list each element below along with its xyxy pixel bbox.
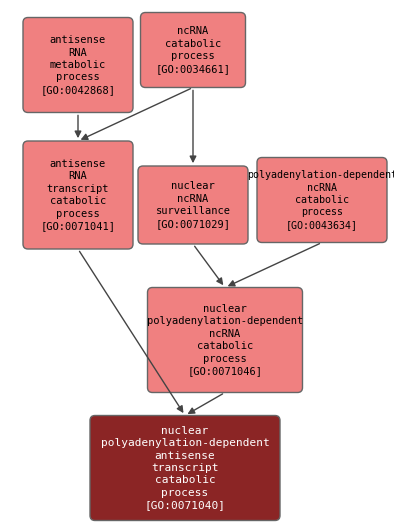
Text: nuclear
polyadenylation-dependent
ncRNA
catabolic
process
[GO:0071046]: nuclear polyadenylation-dependent ncRNA … <box>147 304 303 376</box>
Text: nuclear
ncRNA
surveillance
[GO:0071029]: nuclear ncRNA surveillance [GO:0071029] <box>156 181 230 229</box>
Text: polyadenylation-dependent
ncRNA
catabolic
process
[GO:0043634]: polyadenylation-dependent ncRNA cataboli… <box>247 170 394 230</box>
Text: antisense
RNA
transcript
catabolic
process
[GO:0071041]: antisense RNA transcript catabolic proce… <box>41 159 115 231</box>
FancyBboxPatch shape <box>90 416 280 521</box>
FancyBboxPatch shape <box>138 166 248 244</box>
FancyBboxPatch shape <box>23 141 133 249</box>
FancyBboxPatch shape <box>147 288 303 392</box>
Text: nuclear
polyadenylation-dependent
antisense
transcript
catabolic
process
[GO:007: nuclear polyadenylation-dependent antise… <box>100 426 269 510</box>
FancyBboxPatch shape <box>141 13 245 87</box>
FancyBboxPatch shape <box>257 157 387 242</box>
FancyBboxPatch shape <box>23 17 133 113</box>
Text: antisense
RNA
metabolic
process
[GO:0042868]: antisense RNA metabolic process [GO:0042… <box>41 35 115 95</box>
Text: ncRNA
catabolic
process
[GO:0034661]: ncRNA catabolic process [GO:0034661] <box>156 26 230 74</box>
